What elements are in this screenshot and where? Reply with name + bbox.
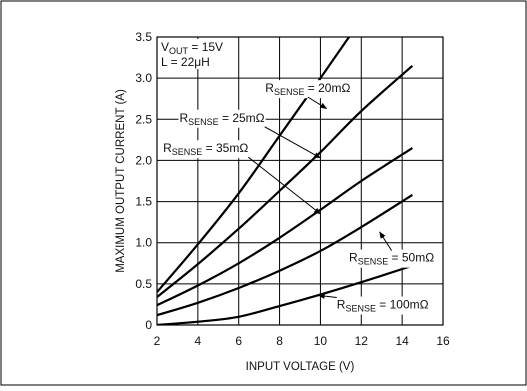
y-tick-label: 1.5 [135, 195, 152, 209]
series-label-5: RSENSE = 100mΩ [335, 296, 430, 315]
series-arrow-1 [307, 96, 328, 110]
series-label-bg [335, 296, 430, 315]
series-line-2 [157, 64, 414, 298]
series-label-text: RSENSE = 100mΩ [337, 298, 429, 314]
series-label-3: RSENSE = 35mΩ [162, 140, 250, 159]
series-line-5 [157, 264, 413, 325]
x-axis-label: INPUT VOLTAGE (V) [246, 361, 355, 373]
series-label-text: RSENSE = 20mΩ [265, 81, 350, 97]
series-label-text: RSENSE = 25mΩ [179, 111, 264, 127]
series-arrow-2 [264, 126, 322, 159]
series-label-text: RSENSE = 35mΩ [163, 141, 248, 157]
y-tick-label: 2.0 [135, 153, 152, 167]
x-tick-label: 12 [355, 334, 369, 348]
y-tick-label: 3.0 [135, 71, 152, 85]
y-tick-label: 2.5 [135, 112, 152, 126]
series-label-1: RSENSE = 20mΩ [264, 80, 352, 99]
series-arrow-3 [248, 156, 321, 215]
condition-line: VOUT = 15V [161, 40, 223, 56]
conditions-bg [159, 39, 228, 69]
x-tick-label: 16 [436, 334, 450, 348]
y-tick-label: 0 [145, 318, 152, 332]
series-label-text: RSENSE = 50mΩ [349, 251, 434, 267]
x-tick-label: 4 [195, 334, 202, 348]
series-layer [157, 37, 414, 325]
series-label-2: RSENSE = 25mΩ [178, 109, 266, 128]
series-line-4 [157, 194, 413, 317]
series-label-4: RSENSE = 50mΩ [348, 249, 436, 268]
y-tick-label: 1.0 [135, 236, 152, 250]
series-arrow-5 [317, 293, 337, 299]
series-label-bg [178, 109, 266, 128]
series-label-bg [264, 80, 352, 99]
plot-area-border [156, 36, 444, 326]
series-line-3 [157, 147, 413, 307]
series-arrow-4 [379, 231, 393, 251]
x-tick-label: 6 [235, 334, 242, 348]
x-tick-label: 2 [154, 334, 161, 348]
series-line-1 [157, 37, 350, 293]
x-tick-label: 10 [314, 334, 328, 348]
x-tick-label: 14 [395, 334, 409, 348]
y-tick-label: 3.5 [135, 30, 152, 44]
x-tick-label: 8 [276, 334, 283, 348]
y-tick-label: 0.5 [135, 277, 152, 291]
y-axis-label: MAXIMUM OUTPUT CURRENT (A) [115, 89, 127, 273]
condition-line: L = 22μH [161, 55, 210, 69]
series-label-bg [162, 140, 250, 159]
axes: 2 4 6 8 10 12 14 16 0 0.5 1.0 1.5 2.0 2.5 3.0 3.5 INPUT … [115, 30, 450, 373]
series-label-bg [348, 249, 436, 268]
